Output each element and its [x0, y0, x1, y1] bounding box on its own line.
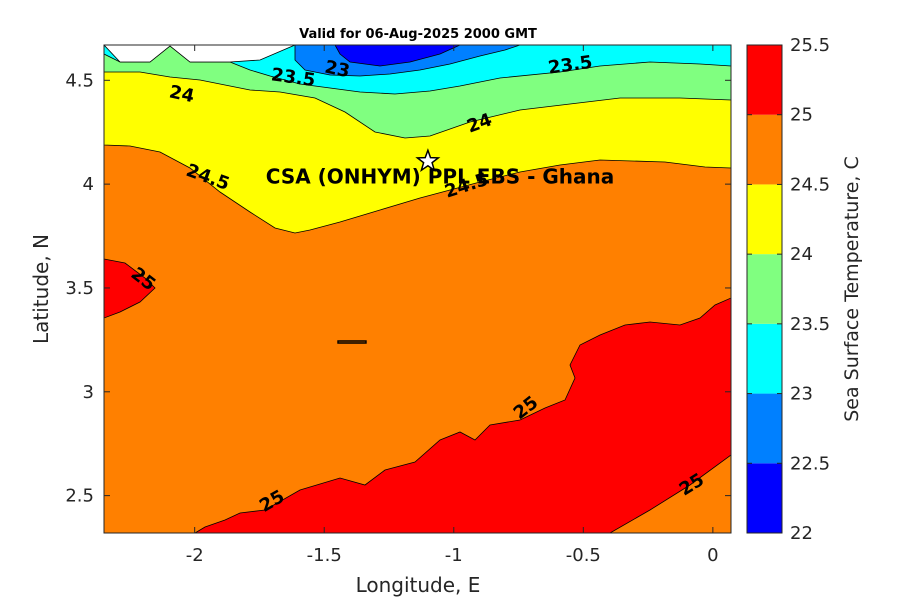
colorbar-tick-label: 22.5 — [790, 453, 830, 474]
contour-label: 23 — [323, 57, 352, 83]
colorbar-swatch — [747, 463, 782, 533]
colorbar-swatch — [747, 184, 782, 255]
contour-band-25-25.5-southeast — [194, 297, 731, 533]
contour-band-24.5-25-southeast — [609, 454, 731, 533]
y-tick-label: 2.5 — [65, 486, 94, 507]
colorbar-swatch — [747, 114, 782, 185]
plot-axes-frame — [103, 44, 732, 534]
x-tick-label: -1.5 — [307, 545, 342, 566]
contour-band-25-25.5-west — [104, 258, 156, 319]
x-tick-label: -0.5 — [566, 545, 601, 566]
site-marker: CSA (ONHYM) PPL EBS - Ghana — [266, 148, 614, 188]
y-axis-ticks: 2.5 3 3.5 4 4.5 — [65, 70, 731, 507]
site-marker-label: CSA (ONHYM) PPL EBS - Ghana — [266, 164, 614, 188]
no-data-region — [104, 45, 296, 63]
x-axis-ticks: -2 -1.5 -1 -0.5 0 — [186, 45, 719, 566]
x-axis-label: Longitude, E — [356, 573, 481, 597]
colorbar-swatch — [747, 393, 782, 464]
chart-title: Valid for 06-Aug-2025 2000 GMT — [299, 27, 537, 42]
star-icon — [415, 148, 441, 173]
colorbar-swatch — [747, 323, 782, 394]
colorbar-tick-label: 23.5 — [790, 314, 830, 335]
y-tick-label: 4 — [83, 174, 94, 195]
small-closed-contour — [337, 340, 367, 344]
colorbar-tick-label: 22 — [790, 523, 813, 544]
colorbar-tick-label: 25 — [790, 105, 813, 126]
colorbar-swatch — [747, 254, 782, 324]
contour-band-22-22.5 — [334, 45, 461, 67]
x-tick-label: -2 — [186, 545, 204, 566]
colorbar-tick-label: 24.5 — [790, 174, 830, 195]
x-tick-label: 0 — [707, 545, 718, 566]
colorbar: 22 22.5 23 23.5 24 24.5 25 25.5 — [746, 35, 830, 544]
colorbar-swatch — [747, 45, 782, 115]
contour-label: 24 — [167, 81, 196, 107]
colorbar-frame — [746, 44, 783, 534]
y-tick-label: 3 — [83, 382, 94, 403]
contour-fill-layer — [104, 45, 731, 533]
colorbar-tick-label: 24 — [790, 244, 813, 265]
y-axis-label: Latitude, N — [29, 234, 53, 344]
colorbar-tick-label: 25.5 — [790, 35, 830, 56]
y-tick-label: 3.5 — [65, 278, 94, 299]
colorbar-label: Sea Surface Temperature, C — [841, 156, 863, 422]
y-tick-label: 4.5 — [65, 70, 94, 91]
colorbar-tick-label: 23 — [790, 384, 813, 405]
x-tick-label: -1 — [445, 545, 463, 566]
